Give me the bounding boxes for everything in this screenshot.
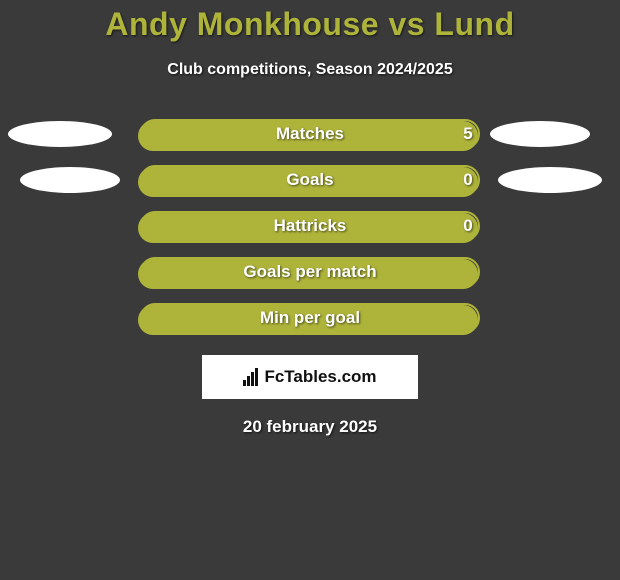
page-title: Andy Monkhouse vs Lund	[0, 0, 620, 43]
comparison-infographic: Andy Monkhouse vs Lund Club competitions…	[0, 0, 620, 580]
right-value: 0	[456, 165, 480, 195]
right-value: 0	[456, 211, 480, 241]
stat-row: Matches5	[0, 119, 620, 149]
bar-fill	[138, 213, 478, 243]
stat-row: Hattricks0	[0, 211, 620, 241]
bar-chart-icon	[243, 368, 260, 386]
logo-box: FcTables.com	[202, 355, 418, 399]
page-subtitle: Club competitions, Season 2024/2025	[0, 61, 620, 79]
bar-slot	[140, 165, 480, 195]
right-value: 5	[456, 119, 480, 149]
player-right-ellipse	[490, 121, 590, 147]
bar-fill	[138, 259, 478, 289]
bar-slot	[140, 303, 480, 333]
stat-row: Goals0	[0, 165, 620, 195]
footer-date: 20 february 2025	[0, 417, 620, 437]
player-right-ellipse	[498, 167, 602, 193]
bar-slot	[140, 257, 480, 287]
bar-fill	[138, 121, 478, 151]
bar-slot	[140, 211, 480, 241]
stats-rows: Matches5 Goals0 Hattricks0 Goals per match M…	[0, 119, 620, 333]
player-left-ellipse	[20, 167, 120, 193]
bar-fill	[138, 305, 478, 335]
bar-slot	[140, 119, 480, 149]
stat-row: Min per goal	[0, 303, 620, 333]
player-left-ellipse	[8, 121, 112, 147]
bar-fill	[138, 167, 478, 197]
stat-row: Goals per match	[0, 257, 620, 287]
logo-text: FcTables.com	[264, 367, 376, 387]
